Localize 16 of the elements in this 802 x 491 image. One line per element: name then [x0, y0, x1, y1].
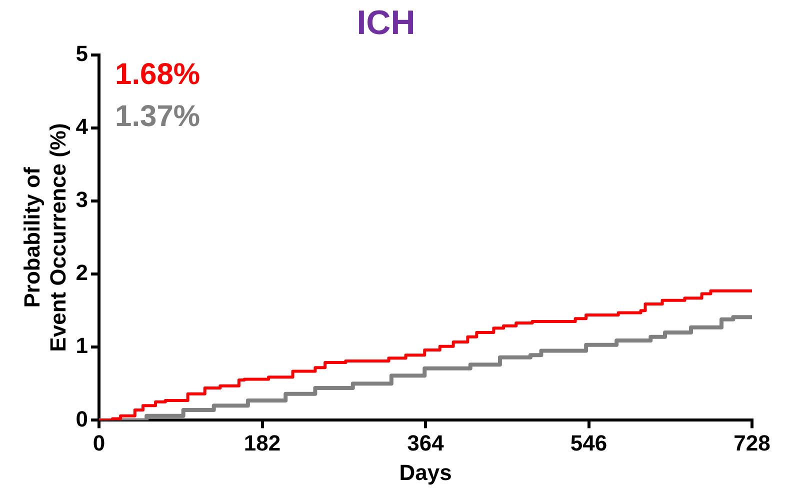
- annotation: 1.68%: [115, 58, 200, 92]
- y-axis-title: Probability of Event Occurrence (%): [19, 123, 71, 352]
- x-tick-label: 0: [92, 430, 106, 456]
- y-tick-label: 5: [76, 40, 88, 66]
- y-tick-label: 2: [76, 260, 88, 286]
- y-tick-label: 0: [76, 406, 88, 432]
- chart-title: ICH: [356, 4, 416, 42]
- x-tick-label: 728: [734, 430, 770, 456]
- x-tick-label: 546: [570, 430, 608, 456]
- annotation: 1.37%: [115, 100, 200, 134]
- x-axis-title: Days: [399, 460, 452, 485]
- y-tick-label: 4: [76, 114, 89, 139]
- y-tick-label: 1: [76, 333, 88, 358]
- x-tick-label: 364: [407, 430, 445, 456]
- x-tick-label: 182: [244, 430, 281, 456]
- y-tick-label: 3: [76, 187, 88, 212]
